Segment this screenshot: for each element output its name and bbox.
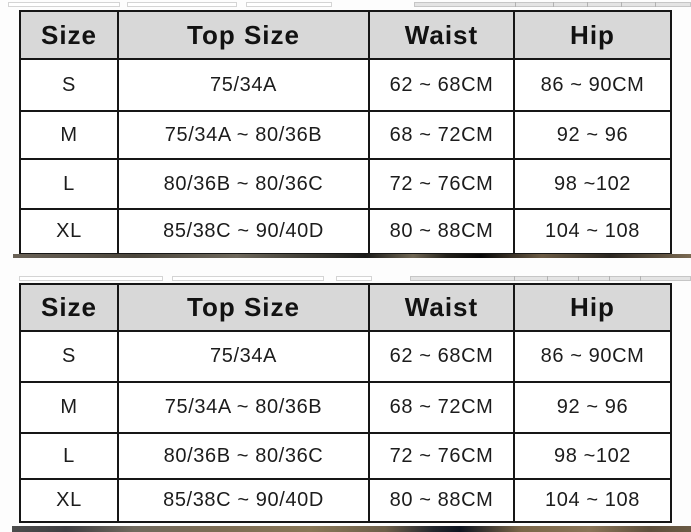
col-header-hip: Hip bbox=[513, 283, 672, 332]
table-row: S 75/34A 62 ~ 68CM 86 ~ 90CM bbox=[19, 58, 672, 112]
hip-cell: 98 ~102 bbox=[513, 432, 672, 480]
size-cell: S bbox=[19, 330, 119, 383]
col-header-waist: Waist bbox=[368, 283, 515, 332]
photo-edge-strip bbox=[13, 254, 691, 258]
waist-cell: 68 ~ 72CM bbox=[368, 381, 515, 434]
top-cell: 75/34A bbox=[117, 58, 370, 112]
waist-cell: 80 ~ 88CM bbox=[368, 478, 515, 523]
size-cell: S bbox=[19, 58, 119, 112]
gridline-tick bbox=[587, 2, 588, 7]
size-cell: L bbox=[19, 158, 119, 210]
top-cell: 85/38C ~ 90/40D bbox=[117, 208, 370, 255]
gridline-artifact bbox=[336, 276, 372, 281]
table-row: XL 85/38C ~ 90/40D 80 ~ 88CM 104 ~ 108 bbox=[19, 478, 672, 523]
hip-cell: 92 ~ 96 bbox=[513, 110, 672, 160]
gridline-tick bbox=[547, 276, 548, 281]
col-header-top: Top Size bbox=[117, 283, 370, 332]
gridline-artifact bbox=[19, 276, 163, 281]
top-cell: 75/34A ~ 80/36B bbox=[117, 110, 370, 160]
waist-cell: 62 ~ 68CM bbox=[368, 58, 515, 112]
top-cell: 75/34A ~ 80/36B bbox=[117, 381, 370, 434]
waist-cell: 80 ~ 88CM bbox=[368, 208, 515, 255]
size-cell: M bbox=[19, 110, 119, 160]
gridline-tick bbox=[514, 276, 515, 281]
gridline-artifact bbox=[410, 276, 691, 281]
photo-edge-strip bbox=[12, 526, 691, 532]
hip-cell: 92 ~ 96 bbox=[513, 381, 672, 434]
waist-cell: 72 ~ 76CM bbox=[368, 158, 515, 210]
gridline-artifact bbox=[414, 2, 691, 7]
col-header-size: Size bbox=[19, 10, 119, 60]
table-row: XL 85/38C ~ 90/40D 80 ~ 88CM 104 ~ 108 bbox=[19, 208, 672, 255]
col-header-hip: Hip bbox=[513, 10, 672, 60]
waist-cell: 62 ~ 68CM bbox=[368, 330, 515, 383]
gridline-artifact bbox=[172, 276, 324, 281]
table-row: L 80/36B ~ 80/36C 72 ~ 76CM 98 ~102 bbox=[19, 158, 672, 210]
gridline-tick bbox=[640, 276, 641, 281]
table-row: L 80/36B ~ 80/36C 72 ~ 76CM 98 ~102 bbox=[19, 432, 672, 480]
size-cell: XL bbox=[19, 208, 119, 255]
hip-cell: 86 ~ 90CM bbox=[513, 330, 672, 383]
top-cell: 75/34A bbox=[117, 330, 370, 383]
hip-cell: 104 ~ 108 bbox=[513, 478, 672, 523]
col-header-size: Size bbox=[19, 283, 119, 332]
table-row: S 75/34A 62 ~ 68CM 86 ~ 90CM bbox=[19, 330, 672, 383]
col-header-waist: Waist bbox=[368, 10, 515, 60]
top-cell: 80/36B ~ 80/36C bbox=[117, 432, 370, 480]
size-cell: M bbox=[19, 381, 119, 434]
hip-cell: 86 ~ 90CM bbox=[513, 58, 672, 112]
gridline-tick bbox=[553, 2, 554, 7]
gridline-tick bbox=[515, 2, 516, 7]
gridline-tick bbox=[609, 276, 610, 281]
gridline-artifact bbox=[127, 2, 237, 7]
gridline-artifact bbox=[246, 2, 332, 7]
col-header-top: Top Size bbox=[117, 10, 370, 60]
waist-cell: 72 ~ 76CM bbox=[368, 432, 515, 480]
gridline-tick bbox=[578, 276, 579, 281]
header-row: Size Top Size Waist Hip bbox=[19, 10, 672, 60]
gridline-artifact bbox=[8, 2, 120, 7]
size-cell: L bbox=[19, 432, 119, 480]
size-chart-table-2: Size Top Size Waist Hip S 75/34A 62 ~ 68… bbox=[19, 283, 672, 523]
table-row: M 75/34A ~ 80/36B 68 ~ 72CM 92 ~ 96 bbox=[19, 110, 672, 160]
size-cell: XL bbox=[19, 478, 119, 523]
waist-cell: 68 ~ 72CM bbox=[368, 110, 515, 160]
gridline-tick bbox=[621, 2, 622, 7]
gridline-tick bbox=[655, 2, 656, 7]
table-row: M 75/34A ~ 80/36B 68 ~ 72CM 92 ~ 96 bbox=[19, 381, 672, 434]
top-cell: 85/38C ~ 90/40D bbox=[117, 478, 370, 523]
header-row: Size Top Size Waist Hip bbox=[19, 283, 672, 332]
size-chart-table-1: Size Top Size Waist Hip S 75/34A 62 ~ 68… bbox=[19, 10, 672, 255]
hip-cell: 104 ~ 108 bbox=[513, 208, 672, 255]
hip-cell: 98 ~102 bbox=[513, 158, 672, 210]
top-cell: 80/36B ~ 80/36C bbox=[117, 158, 370, 210]
